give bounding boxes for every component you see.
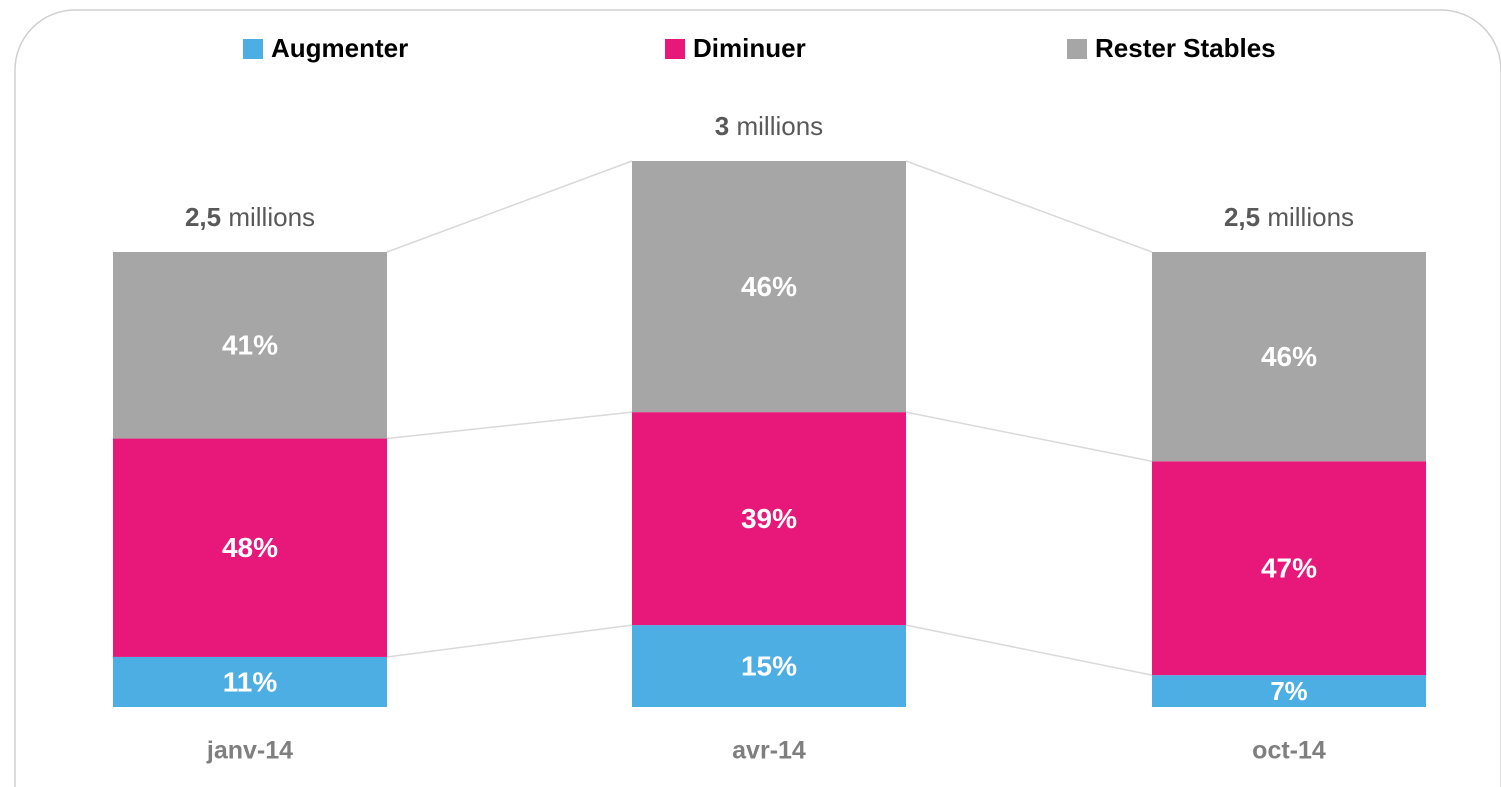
segment-label: 41% xyxy=(222,330,278,361)
bar-segment xyxy=(113,252,387,439)
bar-segment xyxy=(632,412,906,626)
bar-segment xyxy=(1152,461,1426,676)
bar-segment xyxy=(632,625,906,707)
connector xyxy=(905,411,1153,463)
segment-label: 47% xyxy=(1261,553,1317,584)
legend-text: Rester Stables xyxy=(1095,33,1276,63)
legend-text: Diminuer xyxy=(693,33,806,63)
bar-segment xyxy=(1152,252,1426,462)
x-tick-label: janv-14 xyxy=(206,737,293,765)
total-label: 2,5 millions xyxy=(185,202,315,232)
bar-segment xyxy=(113,656,387,707)
segment-label: 15% xyxy=(741,650,797,681)
segment-label: 46% xyxy=(1261,341,1317,372)
total-label: 3 millions xyxy=(715,111,823,141)
bar-segment xyxy=(1152,675,1426,707)
bar-segment xyxy=(632,161,906,413)
segment-label: 39% xyxy=(741,503,797,534)
total-unit-space xyxy=(1260,202,1267,232)
x-tick-label: avr-14 xyxy=(732,737,806,765)
bar-segment xyxy=(113,438,387,657)
legend-text: Augmenter xyxy=(271,33,408,63)
total-value: 3 xyxy=(715,111,729,141)
total-unit: millions xyxy=(737,111,824,141)
total-unit: millions xyxy=(1267,202,1354,232)
x-tick-label: oct-14 xyxy=(1252,737,1326,765)
legend-swatch xyxy=(1067,39,1087,59)
segment-label: 11% xyxy=(223,666,278,697)
total-unit-space xyxy=(221,202,228,232)
segment-label: 7% xyxy=(1270,678,1307,706)
total-value: 2,5 xyxy=(1224,202,1260,232)
legend-swatch xyxy=(665,39,685,59)
total-unit: millions xyxy=(228,202,315,232)
connector xyxy=(386,624,633,658)
connector xyxy=(386,411,633,440)
segment-label: 48% xyxy=(222,532,278,563)
segment-label: 46% xyxy=(741,271,797,302)
total-label: 2,5 millions xyxy=(1224,202,1354,232)
connector xyxy=(905,624,1153,676)
legend-swatch xyxy=(243,39,263,59)
connector xyxy=(386,160,633,253)
connector xyxy=(905,160,1153,253)
total-unit-space xyxy=(729,111,736,141)
total-value: 2,5 xyxy=(185,202,221,232)
